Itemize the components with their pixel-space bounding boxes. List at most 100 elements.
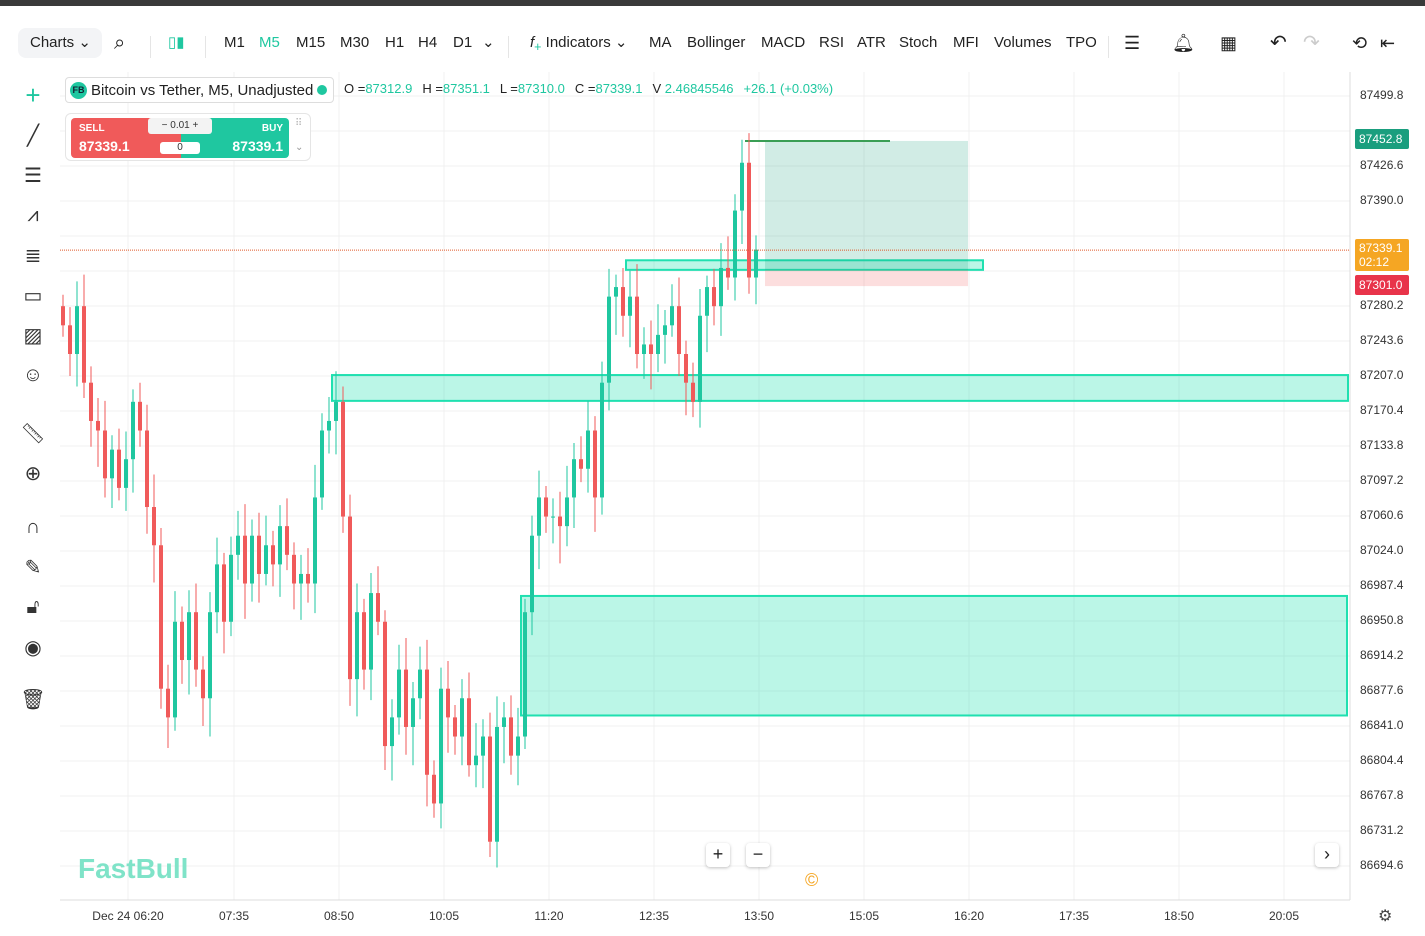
candle-body [418,669,422,699]
study-rsi[interactable]: RSI [819,34,845,51]
fastbull-watermark: FastBull [78,853,189,884]
scroll-right-button[interactable]: › [1315,843,1339,867]
candle-body [96,420,100,431]
low-label: L = [499,81,518,96]
channel-icon[interactable]: ≣ [24,244,42,267]
replay-icon[interactable]: ⟲ [1352,33,1368,53]
indicators-label: Indicators [545,34,611,51]
candle-body [138,401,142,431]
close-value: 87339.1 [595,81,643,96]
candle-body [733,210,737,278]
candle-body [425,669,429,775]
timeframe-m1[interactable]: M1 [224,34,245,51]
candle-body [453,717,457,737]
decrease-lot-button[interactable]: − [161,120,168,131]
candle-body [236,535,240,555]
collapse-panel-icon[interactable]: ⇤ [1380,33,1396,53]
price-axis-label: 87243.6 [1360,333,1404,347]
buy-price: 87339.1 [232,138,283,154]
candle-body [166,688,170,718]
timeframe-d1[interactable]: D1 [453,34,473,51]
long-position-stop-area [765,269,968,287]
candle-body [551,516,555,518]
study-tpo[interactable]: TPO [1066,34,1097,51]
increase-lot-button[interactable]: + [192,120,199,131]
candle-body [663,325,667,335]
settings-gear-icon[interactable]: ⚙ [1378,908,1393,925]
study-ma[interactable]: MA [649,34,672,51]
symbol-legend[interactable]: FB Bitcoin vs Tether, M5, Unadjusted [65,77,335,103]
zoom-out-button[interactable]: − [746,843,770,867]
crosshair-icon[interactable]: + [25,79,41,110]
current-price-tag: 87339.1 02:12 [1355,239,1409,271]
divider [1108,36,1109,58]
charts-menu-button[interactable]: Charts ⌄ [18,28,102,58]
close-label: C = [574,81,596,96]
image-icon[interactable]: ▨ [23,324,43,347]
candle-body [348,516,352,680]
candle-body [719,267,723,307]
candle-body [495,726,499,842]
candle-body [341,401,345,517]
high-value: 87351.1 [442,81,490,96]
expand-chevron-icon[interactable]: ⌄ [295,142,304,153]
timeframe-h1[interactable]: H1 [385,34,405,51]
study-macd[interactable]: MACD [761,34,806,51]
redo-icon[interactable]: ↷ [1303,32,1320,54]
timeframe-m15[interactable]: M15 [296,34,326,51]
indicators-button[interactable]: f+ Indicators ⌄ [530,34,628,54]
divider [205,36,206,58]
charts-label: Charts [30,34,75,51]
candle-body [285,526,289,555]
undo-icon[interactable]: ↶ [1270,32,1287,54]
candle-countdown: 02:12 [1359,255,1390,269]
fib-levels-icon[interactable]: ☰ [24,164,42,187]
alert-bell-icon[interactable]: 🔔︎ [1172,33,1195,53]
price-axis-label: 86841.0 [1360,718,1404,732]
copyright-icon: © [805,870,819,890]
pattern-icon[interactable]: ⩘ [27,203,39,226]
rectangle-icon[interactable]: ▭ [23,284,43,307]
time-axis-label: 10:05 [428,909,460,923]
trend-line-icon[interactable]: ╱ [26,124,40,147]
open-label: O = [344,81,366,96]
study-bollinger[interactable]: Bollinger [687,34,746,51]
zoom-in-icon[interactable]: ⊕ [24,462,42,485]
candle-body [509,717,513,756]
lot-stepper[interactable]: − 0.01 + [148,118,212,134]
calendar-icon[interactable]: ▦ [1220,33,1238,53]
timeframe-more-chevron-icon[interactable]: ⌄ [482,34,495,51]
study-volumes[interactable]: Volumes [994,34,1052,51]
timeframe-m30[interactable]: M30 [340,34,370,51]
candle-body [131,401,135,460]
candle-body [572,459,576,498]
layout-icon[interactable]: ☰ [1124,33,1141,53]
eye-icon[interactable]: ◉ [24,636,42,659]
ruler-icon[interactable]: 📏︎ [20,422,46,445]
search-icon[interactable]: ⌕ [114,32,126,54]
zoom-in-button[interactable]: + [706,843,730,867]
timeframe-h4[interactable]: H4 [418,34,438,51]
candle-body [299,573,303,584]
emoji-icon[interactable]: ☺ [22,363,44,386]
study-stoch[interactable]: Stoch [899,34,938,51]
price-axis-label: 87390.0 [1360,193,1404,207]
candlestick-type-icon[interactable]: ▯▮ [168,34,185,51]
brush-lock-icon[interactable]: ✎ [24,556,42,579]
sell-price: 87339.1 [79,138,130,154]
time-axis-label: 17:35 [1058,909,1090,923]
study-atr[interactable]: ATR [857,34,886,51]
trash-icon[interactable]: 🗑︎ [20,688,46,711]
study-mfi[interactable]: MFI [953,34,979,51]
unlock-icon[interactable]: 🔓︎ [26,595,40,618]
candle-body [271,545,275,565]
magnet-icon[interactable]: ∩ [25,515,41,538]
time-axis-label: 13:50 [743,909,775,923]
candle-body [481,736,485,756]
candle-body [278,526,282,565]
drag-handle-icon[interactable]: ⠿ [295,118,303,129]
timeframe-m5[interactable]: M5 [259,34,280,51]
divider [508,36,509,58]
quantity-input[interactable]: 0 [160,142,200,154]
